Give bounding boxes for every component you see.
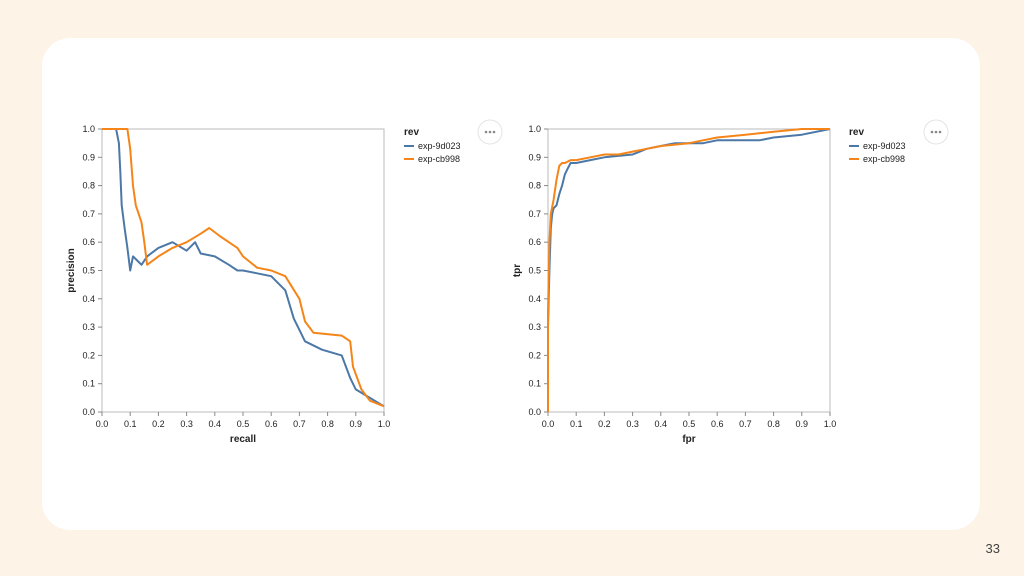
series-line-exp-cb998 [102,128,385,408]
ellipsis-dot [488,130,492,134]
series-line-exp-9d023 [547,128,831,412]
y-tick-label: 0.8 [528,181,541,191]
x-axis-title: recall [230,434,256,445]
y-tick-label: 0.7 [82,209,95,219]
y-axis-title: tpr [512,264,523,277]
x-tick-label: 0.8 [321,419,334,429]
y-tick-label: 1.0 [528,124,541,134]
x-tick-label: 1.0 [378,419,391,429]
x-tick-label: 0.0 [542,419,555,429]
x-tick-label: 0.5 [237,419,250,429]
legend-entry: exp-cb998 [418,154,460,164]
x-tick-label: 0.7 [293,419,306,429]
y-tick-label: 0.1 [528,379,541,389]
x-axis-title: fpr [682,434,695,445]
y-tick-label: 0.8 [82,181,95,191]
page-number: 33 [985,541,1000,556]
slide-card [42,38,980,530]
ellipsis-dot [934,130,938,134]
y-tick-label: 0.3 [82,322,95,332]
ellipsis-dot [492,130,496,134]
x-tick-label: 0.4 [655,419,668,429]
y-tick-label: 1.0 [82,124,95,134]
y-tick-label: 0.2 [528,350,541,360]
x-tick-label: 0.1 [124,419,137,429]
x-tick-label: 0.5 [683,419,696,429]
y-tick-label: 0.7 [528,209,541,219]
x-tick-label: 0.7 [739,419,752,429]
y-tick-label: 0.6 [528,237,541,247]
legend-title: rev [849,127,864,138]
x-tick-label: 0.0 [96,419,109,429]
plot-frame [547,128,831,413]
ellipsis-dot [938,130,942,134]
y-tick-label: 0.5 [82,266,95,276]
chart-menu-button[interactable] [477,119,503,145]
y-tick-label: 0.5 [528,266,541,276]
y-tick-label: 0.0 [82,407,95,417]
series-line-exp-cb998 [547,128,830,412]
x-tick-label: 0.9 [796,419,809,429]
legend-entry: exp-9d023 [863,141,906,151]
y-tick-label: 0.4 [82,294,95,304]
chart-1: 0.0 0.1 0.2 0.3 0.4 0.5 0.6 0.7 0.8 0.9 1.0 0.0 0.1 0… [66,119,503,445]
x-tick-label: 0.6 [711,419,724,429]
x-tick-label: 0.2 [598,419,611,429]
x-tick-label: 0.6 [265,419,278,429]
x-tick-label: 1.0 [824,419,837,429]
x-tick-label: 0.3 [626,419,639,429]
y-tick-label: 0.1 [82,379,95,389]
legend-entry: exp-9d023 [418,141,461,151]
series-line-exp-9d023 [102,128,385,408]
y-tick-label: 0.3 [528,322,541,332]
chart-2: 0.0 0.1 0.2 0.3 0.4 0.5 0.6 0.7 0.8 0.9 1.0 0.0 0.1 0… [512,119,949,445]
x-tick-label: 0.2 [152,419,165,429]
y-tick-label: 0.9 [82,152,95,162]
x-tick-label: 0.8 [767,419,780,429]
y-axis-title: precision [66,248,77,292]
y-tick-label: 0.0 [528,407,541,417]
ellipsis-dot [484,130,488,134]
ellipsis-dot [930,130,934,134]
x-tick-label: 0.3 [180,419,193,429]
y-tick-label: 0.6 [82,237,95,247]
legend-entry: exp-cb998 [863,154,905,164]
x-tick-label: 0.9 [350,419,363,429]
y-tick-label: 0.2 [82,350,95,360]
x-tick-label: 0.1 [570,419,583,429]
y-tick-label: 0.4 [528,294,541,304]
x-tick-label: 0.4 [209,419,222,429]
y-tick-label: 0.9 [528,152,541,162]
legend-title: rev [404,127,419,138]
chart-menu-button[interactable] [923,119,949,145]
